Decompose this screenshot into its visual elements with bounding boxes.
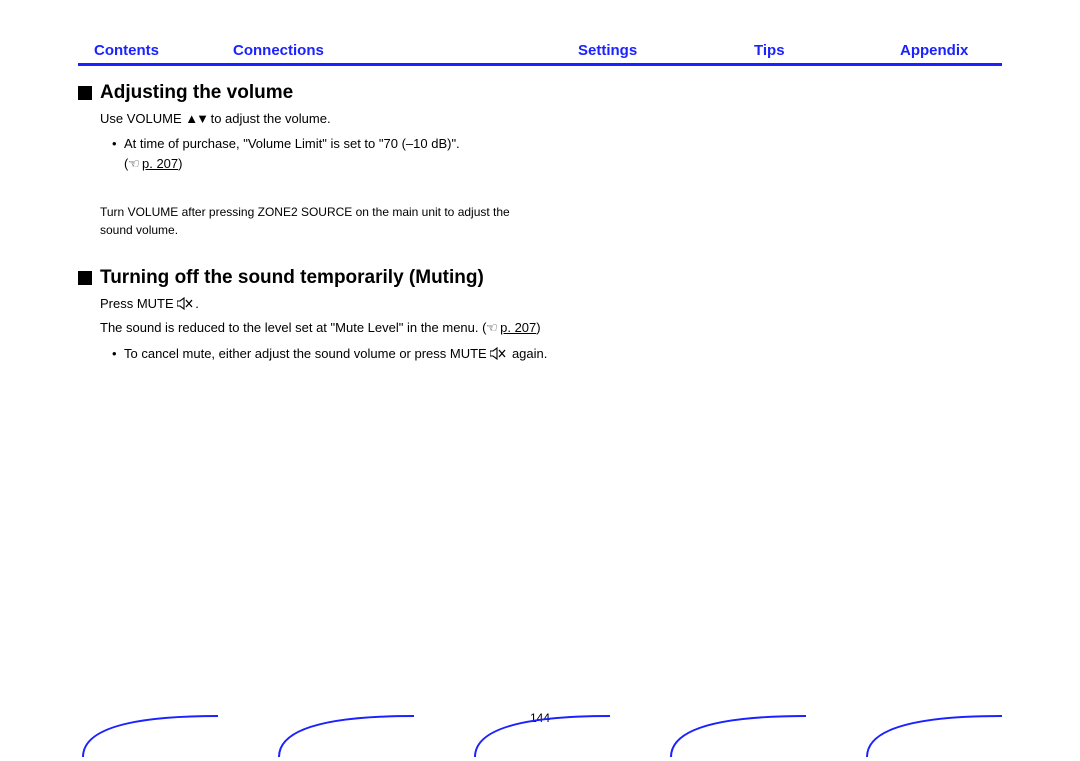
nav-tips[interactable]: Tips: [754, 42, 785, 59]
volume-instruction-line: Use VOLUME ▲▼ to adjust the volume.: [100, 110, 618, 128]
arc-icon[interactable]: [862, 711, 1002, 757]
arc-icon[interactable]: [470, 711, 610, 757]
text-fragment: Press MUTE: [100, 296, 177, 311]
list-item: To cancel mute, either adjust the sound …: [112, 344, 618, 366]
text-fragment: To cancel mute, either adjust the sound …: [124, 346, 490, 361]
nav-appendix[interactable]: Appendix: [900, 42, 968, 59]
mute-icon: [177, 297, 195, 315]
top-nav: Contents Connections Settings Tips Appen…: [78, 38, 1002, 66]
mute-level-line: The sound is reduced to the level set at…: [100, 319, 618, 337]
text-fragment: ): [536, 320, 540, 335]
section-heading-muting: Turning off the sound temporarily (Mutin…: [78, 267, 618, 289]
volume-up-down-icon: ▲▼: [185, 111, 207, 126]
page-ref-207[interactable]: ☞p. 207: [128, 156, 178, 171]
heading-text: Adjusting the volume: [100, 82, 293, 104]
square-bullet-icon: [78, 86, 92, 100]
bottom-nav-arcs: [78, 711, 1002, 757]
pointing-hand-icon: ☞: [486, 319, 498, 337]
nav-contents[interactable]: Contents: [94, 42, 159, 59]
nav-connections[interactable]: Connections: [233, 42, 324, 59]
nav-settings[interactable]: Settings: [578, 42, 637, 59]
section-heading-volume: Adjusting the volume: [78, 82, 618, 104]
page-ref-207[interactable]: ☞p. 207: [486, 320, 536, 335]
section-muting: Turning off the sound temporarily (Mutin…: [78, 267, 618, 365]
text-fragment: again.: [508, 346, 547, 361]
text-fragment: to adjust the volume.: [207, 111, 331, 126]
page-ref-text: p. 207: [500, 320, 536, 335]
text-fragment: At time of purchase, "Volume Limit" is s…: [124, 136, 460, 151]
volume-bullets: At time of purchase, "Volume Limit" is s…: [112, 134, 618, 173]
page-ref-text: p. 207: [142, 156, 178, 171]
note-text: Turn VOLUME after pressing ZONE2 SOURCE …: [100, 203, 540, 239]
mute-icon: [490, 346, 508, 366]
manual-page: Contents Connections Settings Tips Appen…: [0, 0, 1080, 761]
list-item: At time of purchase, "Volume Limit" is s…: [112, 134, 618, 173]
pointing-hand-icon: ☞: [128, 154, 140, 174]
heading-text: Turning off the sound temporarily (Mutin…: [100, 267, 484, 289]
text-fragment: Use VOLUME: [100, 111, 185, 126]
square-bullet-icon: [78, 271, 92, 285]
arc-icon[interactable]: [274, 711, 414, 757]
text-fragment: .: [195, 296, 199, 311]
arc-icon[interactable]: [78, 711, 218, 757]
mute-instruction-line: Press MUTE .: [100, 295, 618, 315]
content-column: Adjusting the volume Use VOLUME ▲▼ to ad…: [78, 82, 618, 365]
arc-icon[interactable]: [666, 711, 806, 757]
mute-bullets: To cancel mute, either adjust the sound …: [112, 344, 618, 366]
text-fragment: The sound is reduced to the level set at…: [100, 320, 486, 335]
note-block: Turn VOLUME after pressing ZONE2 SOURCE …: [100, 203, 618, 239]
